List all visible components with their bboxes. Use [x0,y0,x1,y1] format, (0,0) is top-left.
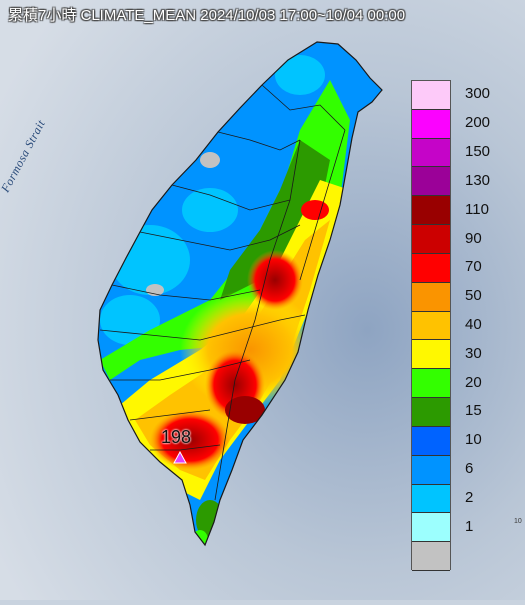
legend-label: 20 [465,373,482,391]
legend-swatch [412,196,450,226]
legend-swatch [412,513,450,543]
legend-swatch [412,282,450,312]
map-title: 累積7小時 CLIMATE_MEAN 2024/10/03 17:00~10/0… [8,7,406,24]
legend-swatch [412,81,450,110]
legend-swatch [412,398,450,427]
legend-swatch [412,225,450,254]
peak-value-label: 198 [161,427,192,447]
peak-marker-icon [173,450,187,464]
legend-label: 30 [465,344,482,362]
legend-swatch [412,426,450,456]
legend-swatch [412,484,450,514]
legend-label: 40 [465,316,482,333]
legend-label: 6 [465,460,474,478]
legend-label: 15 [465,402,482,420]
legend-label: 110 [465,200,489,218]
legend-label: 10 [465,431,482,449]
legend-label: 2 [465,488,474,506]
legend-label: 1 [465,517,474,535]
legend-label: 200 [465,114,491,132]
legend-label: 90 [465,229,482,247]
legend-swatch [412,455,450,485]
county-boundaries [97,41,383,547]
corner-mark: 10 [514,518,522,525]
legend-swatch [412,340,450,370]
legend-swatch [412,138,450,168]
legend-label: 130 [465,171,491,189]
legend-label: 150 [465,143,491,161]
legend-swatch [412,253,450,283]
legend-swatch [412,167,450,197]
legend-label: 50 [465,287,482,305]
legend-swatch [412,542,450,571]
legend-swatch [412,369,450,399]
legend-label: 300 [465,85,491,103]
legend-swatch [412,311,450,341]
legend-swatch [412,109,450,139]
legend-label: 70 [465,258,482,276]
color-legend [411,80,451,571]
